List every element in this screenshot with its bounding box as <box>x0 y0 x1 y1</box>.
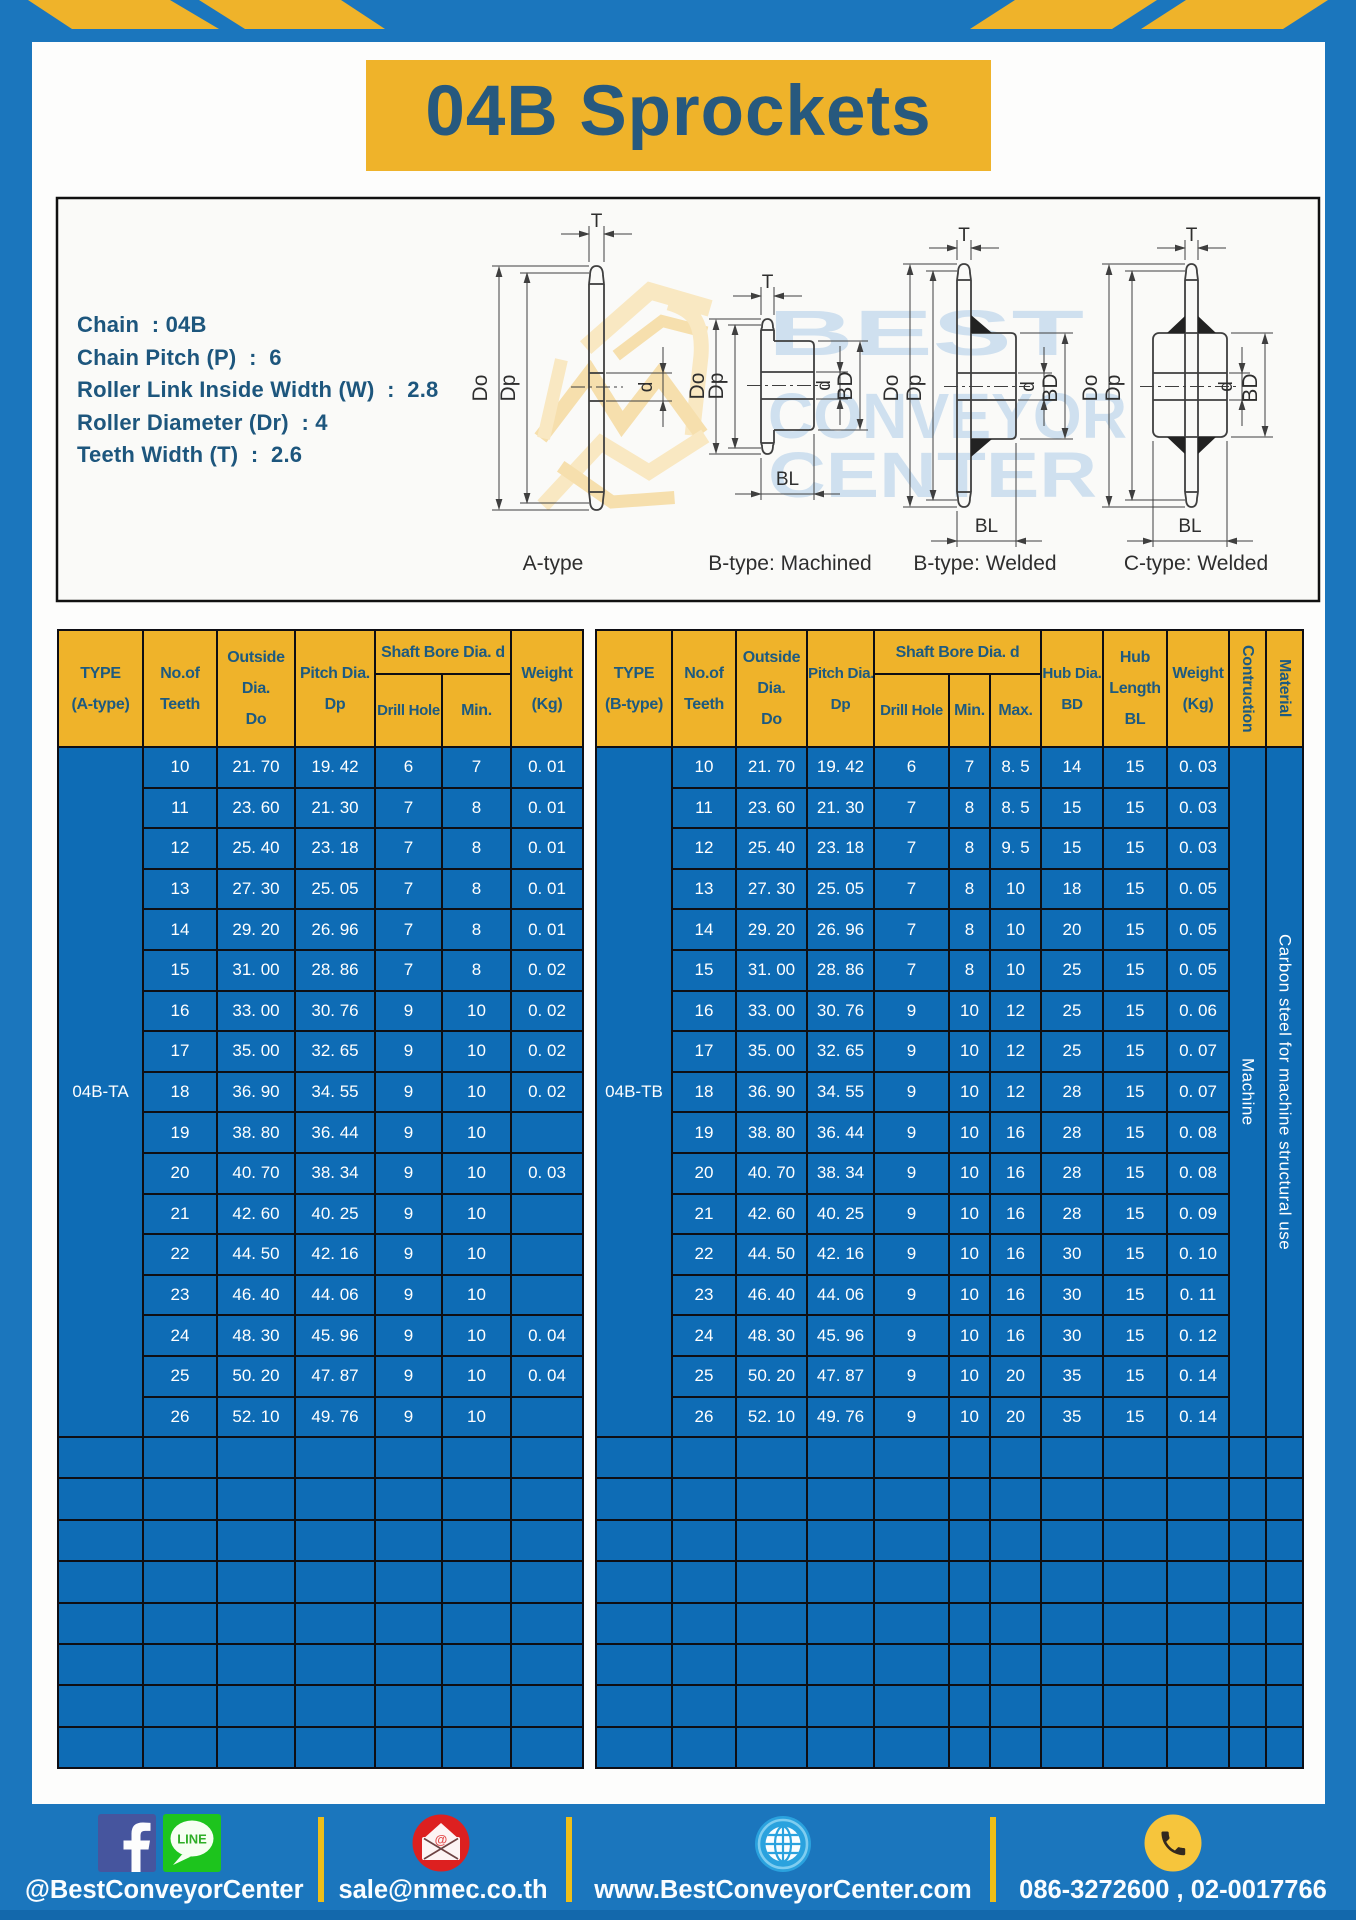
svg-text:Do: Do <box>686 373 709 400</box>
svg-text:@: @ <box>435 1832 448 1847</box>
svg-text:Dp: Dp <box>705 373 728 400</box>
svg-text:BD: BD <box>1239 373 1262 402</box>
svg-text:d: d <box>636 382 657 393</box>
svg-text:BL: BL <box>1178 516 1201 537</box>
svg-text:Dp: Dp <box>497 375 520 402</box>
svg-text:T: T <box>1186 225 1198 246</box>
svg-text:LINE: LINE <box>177 1832 207 1847</box>
svg-text:Do: Do <box>469 375 492 402</box>
svg-text:BL: BL <box>776 469 799 490</box>
svg-text:B-type: Machined: B-type: Machined <box>708 552 871 575</box>
svg-text:Dp: Dp <box>903 375 926 402</box>
svg-text:d: d <box>1216 381 1237 392</box>
svg-text:BL: BL <box>975 516 998 537</box>
svg-text:Do: Do <box>1079 375 1102 402</box>
svg-text:Dp: Dp <box>1102 375 1125 402</box>
svg-text:d: d <box>1018 381 1039 392</box>
svg-text:Do: Do <box>880 375 903 402</box>
svg-text:T: T <box>958 225 970 246</box>
svg-text:BD: BD <box>834 371 857 400</box>
svg-text:B-type: Welded: B-type: Welded <box>913 552 1056 575</box>
svg-text:T: T <box>762 272 774 293</box>
svg-text:A-type: A-type <box>523 552 584 575</box>
svg-text:BD: BD <box>1039 373 1062 402</box>
svg-text:T: T <box>591 211 603 232</box>
svg-text:d: d <box>814 380 835 391</box>
svg-text:C-type: Welded: C-type: Welded <box>1124 552 1268 575</box>
